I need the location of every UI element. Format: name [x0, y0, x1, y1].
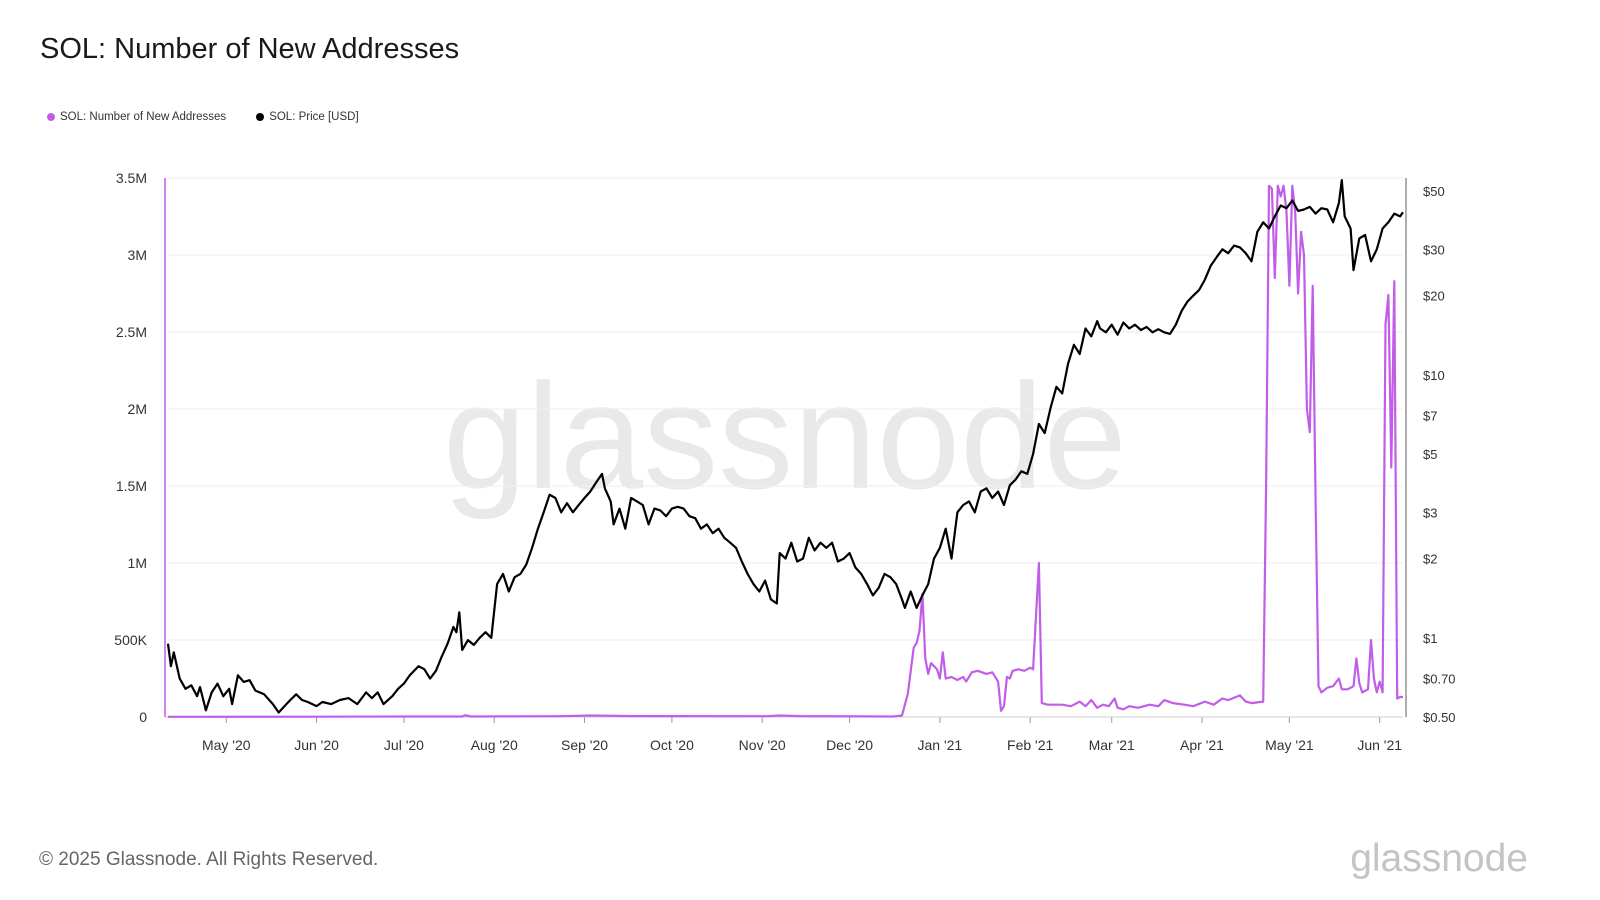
- x-tick-label: Feb '21: [1007, 737, 1053, 753]
- y-left-tick-label: 2.5M: [116, 324, 147, 340]
- y-right-tick-label: $20: [1423, 289, 1445, 304]
- y-left-tick-label: 0: [139, 709, 147, 725]
- copyright-text: © 2025 Glassnode. All Rights Reserved.: [39, 849, 379, 870]
- y-right-tick-label: $3: [1423, 505, 1437, 520]
- y-right-tick-label: $1: [1423, 631, 1437, 646]
- y-left-tick-label: 1M: [128, 555, 147, 571]
- series-line-new-addresses: [167, 184, 1403, 718]
- y-right-tick-label: $0.50: [1423, 710, 1456, 725]
- x-tick-label: Nov '20: [739, 737, 786, 753]
- x-tick-label: Sep '20: [561, 737, 608, 753]
- legend-dot-price: [256, 113, 265, 121]
- legend-item-price[interactable]: SOL: Price [USD]: [256, 111, 359, 123]
- x-tick-label: Jun '21: [1357, 737, 1402, 753]
- y-left-tick-label: 3.5M: [116, 170, 147, 186]
- y-left-tick-label: 3M: [128, 247, 147, 263]
- y-left-tick-label: 500K: [114, 632, 147, 648]
- legend-item-new-addresses[interactable]: SOL: Number of New Addresses: [47, 111, 226, 123]
- y-left-tick-label: 2M: [128, 401, 147, 417]
- x-tick-label: Oct '20: [650, 737, 694, 753]
- y-right-tick-label: $2: [1423, 552, 1437, 567]
- legend: SOL: Number of New Addresses SOL: Price …: [47, 111, 359, 123]
- y-right-tick-label: $0.70: [1423, 672, 1456, 687]
- y-right-tick-label: $50: [1423, 184, 1445, 199]
- x-tick-label: Aug '20: [471, 737, 518, 753]
- legend-dot-new-addresses: [47, 113, 55, 121]
- x-tick-label: May '20: [202, 737, 251, 753]
- watermark: glassnode: [443, 352, 1127, 520]
- chart-title: SOL: Number of New Addresses: [40, 33, 460, 65]
- y-right-tick-label: $30: [1423, 242, 1445, 257]
- x-tick-label: Apr '21: [1180, 737, 1224, 753]
- legend-label-new-addresses: SOL: Number of New Addresses: [60, 111, 227, 123]
- x-tick-label: Dec '20: [826, 737, 873, 753]
- axes: 0 500K 1M 1.5M 2M 2.5M 3M 3.5M $0.50 $0.70 $1 $2 $3 $…: [114, 170, 1455, 753]
- x-tick-label: Mar '21: [1089, 737, 1135, 753]
- y-right-tick-label: $5: [1423, 447, 1437, 462]
- series-line-price: [166, 179, 1404, 714]
- x-tick-label: May '21: [1265, 737, 1314, 753]
- glassnode-logo[interactable]: glassnode: [1350, 837, 1528, 880]
- x-tick-label: Jan '21: [918, 737, 963, 753]
- series-lines: [166, 179, 1404, 718]
- y-right-tick-label: $10: [1423, 368, 1445, 383]
- x-tick-label: Jul '20: [384, 737, 424, 753]
- y-right-tick-label: $7: [1423, 409, 1437, 424]
- y-left-tick-label: 1.5M: [116, 478, 147, 494]
- x-tick-label: Jun '20: [294, 737, 339, 753]
- legend-label-price: SOL: Price [USD]: [269, 111, 359, 123]
- grid-lines: [168, 177, 1403, 641]
